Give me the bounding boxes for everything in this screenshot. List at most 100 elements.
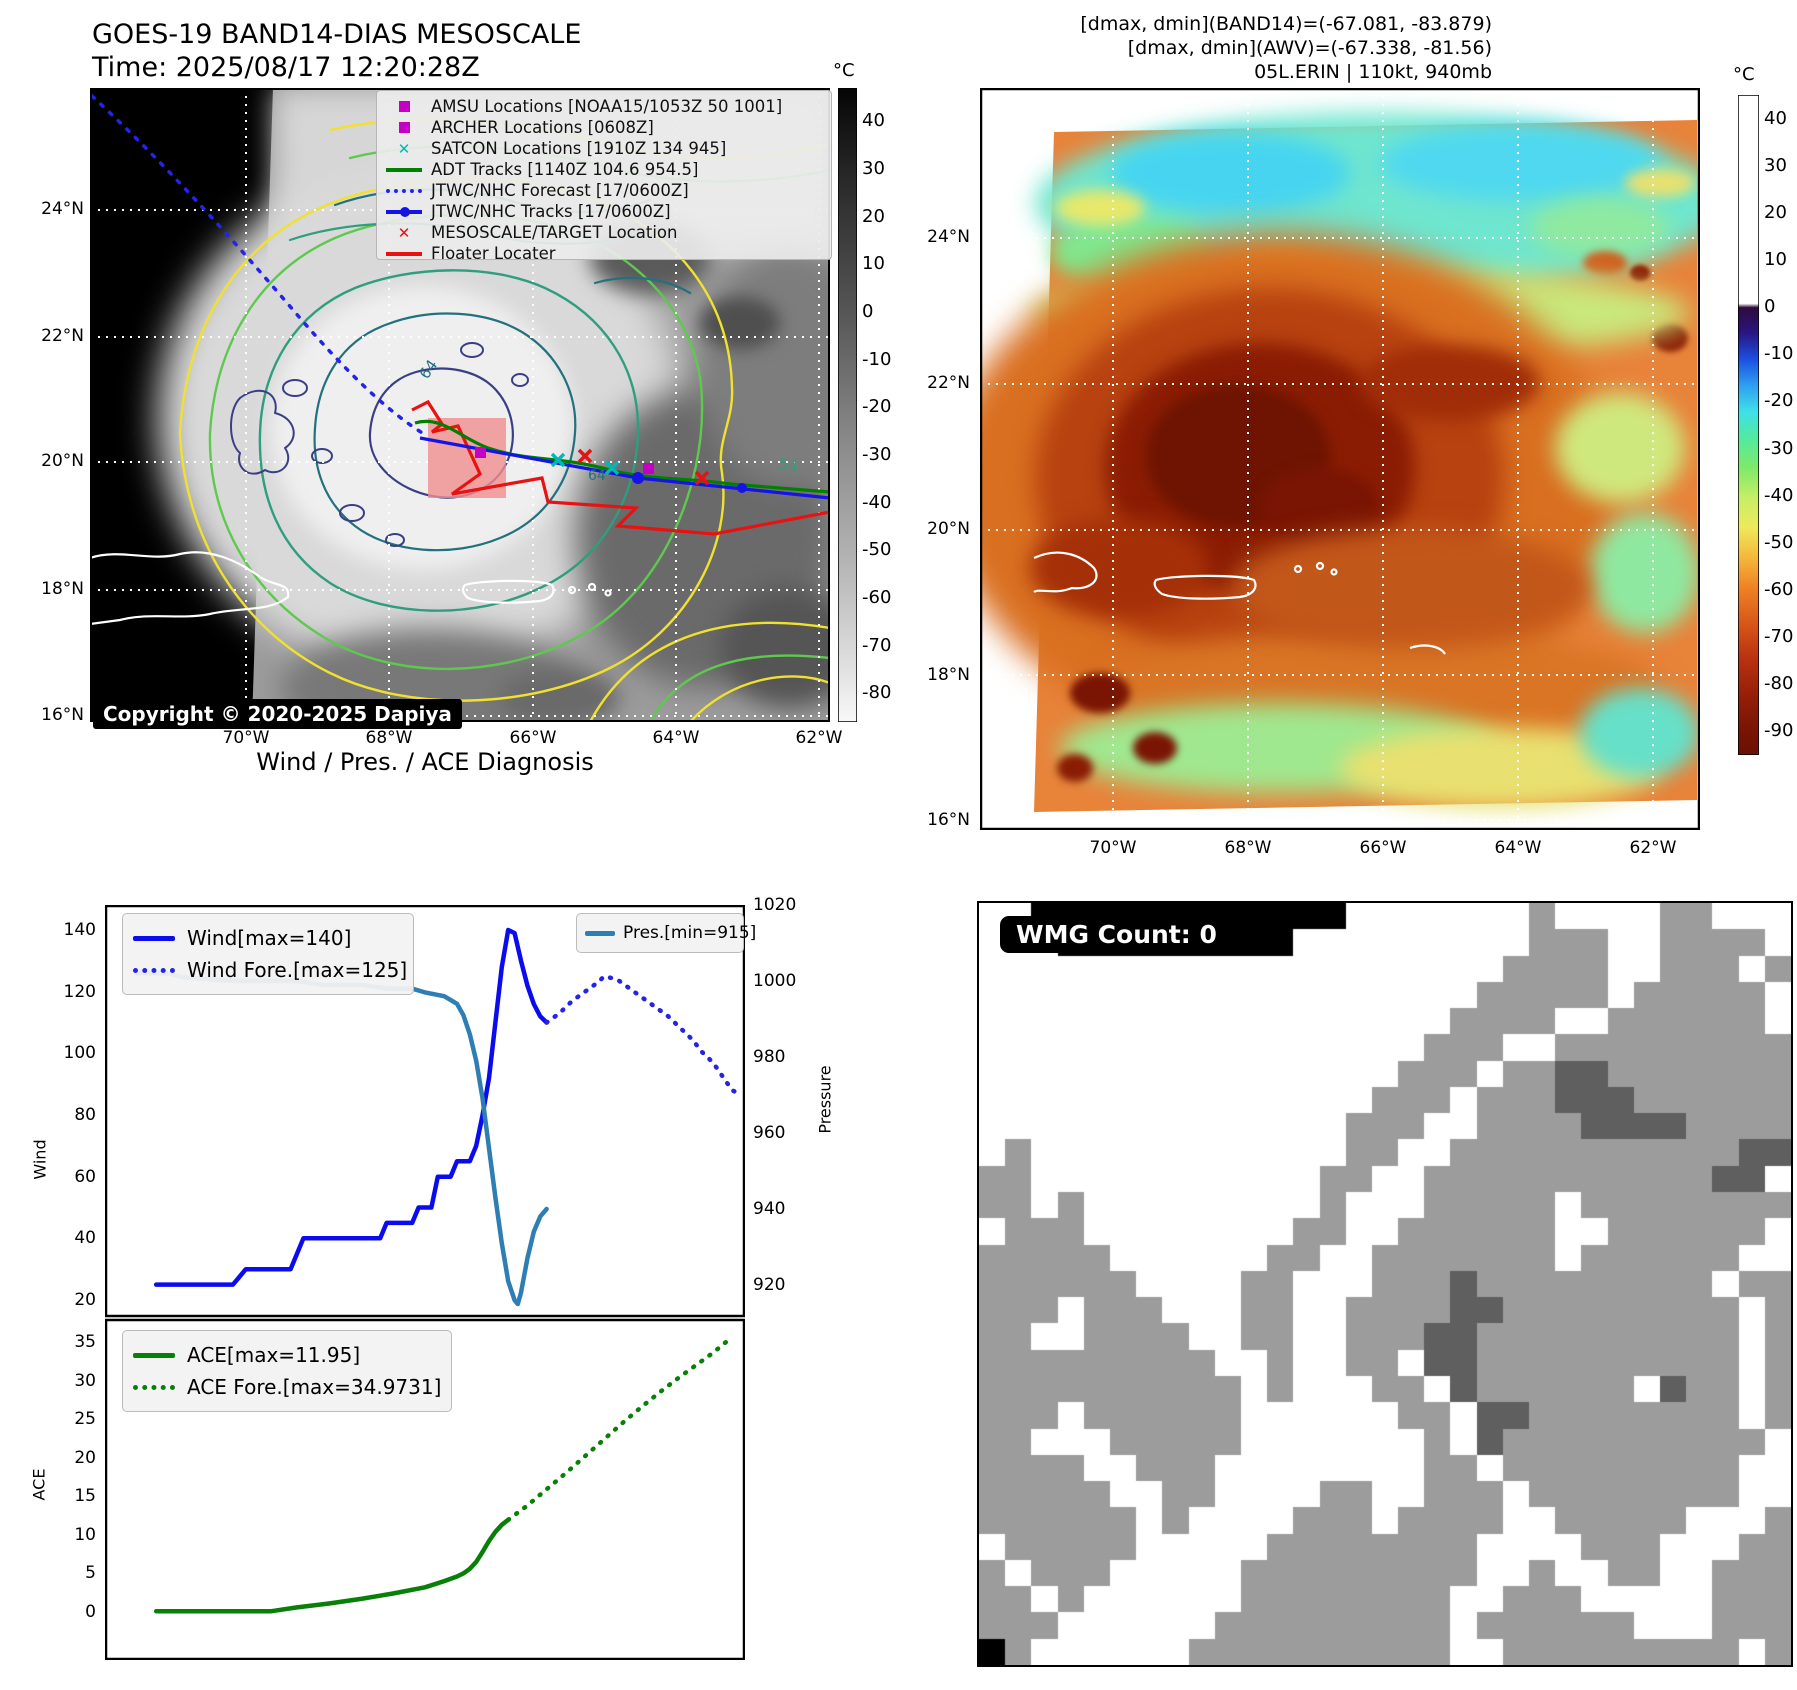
left-map-lon-tick: 62°W	[795, 728, 843, 748]
copyright-badge: Copyright © 2020-2025 Dapiya	[93, 699, 462, 729]
legend-item-label: ADT Tracks [1140Z 104.6 954.5]	[431, 160, 699, 179]
wind-tick: 80	[74, 1105, 96, 1125]
left-colorbar-tick: -30	[862, 444, 892, 466]
right-colorbar-tick: -30	[1764, 437, 1794, 459]
pressure-tick: 940	[753, 1199, 786, 1219]
left-colorbar-tick: 20	[862, 205, 885, 227]
wind-tick: 40	[74, 1228, 96, 1249]
legend-item: ADT Tracks [1140Z 104.6 954.5]	[377, 159, 831, 180]
right-colorbar-tick: -90	[1764, 720, 1794, 742]
left-map-lon-tick: 70°W	[222, 728, 270, 748]
amsu-marker	[475, 447, 486, 458]
right-colorbar-tick: 30	[1764, 154, 1787, 176]
right-colorbar-tick: -70	[1764, 626, 1794, 648]
ace-tick: 30	[74, 1370, 96, 1391]
left-map-lat-tick: 18°N	[41, 579, 84, 599]
left-colorbar-tick: -60	[862, 587, 892, 609]
right-map-lon-tick: 64°W	[1494, 838, 1542, 858]
ace-tick: 0	[85, 1602, 96, 1622]
right-colorbar-tick: 0	[1764, 296, 1776, 318]
legend-item-label: Floater Locater	[431, 244, 556, 263]
legend-item: AMSU Locations [NOAA15/1053Z 50 1001]	[377, 96, 831, 117]
ace-legend-line	[133, 1352, 175, 1358]
wind-pres-ace-chart	[105, 905, 745, 1660]
series-Wind Fore.[max=125]	[544, 974, 741, 1096]
goes-title-block: GOES-19 BAND14-DIAS MESOSCALE Time: 2025…	[92, 18, 792, 84]
left-colorbar-tick: 10	[862, 253, 885, 275]
pressure-tick: 1020	[753, 895, 797, 915]
ace-tick: 15	[74, 1486, 96, 1507]
square-icon	[377, 122, 431, 133]
x-icon: ✕	[397, 223, 411, 242]
ace-legend: ACE[max=11.95] ACE Fore.[max=34.9731]	[122, 1330, 452, 1412]
legend-item-label: AMSU Locations [NOAA15/1053Z 50 1001]	[431, 97, 783, 116]
right-map-lat-tick: 18°N	[927, 665, 970, 685]
left-map-lon-tick: 64°W	[652, 728, 700, 748]
dmax-band14: [dmax, dmin](BAND14)=(-67.081, -83.879)	[1080, 13, 1492, 35]
panel-tl-subtitle: Time: 2025/08/17 12:20:28Z	[92, 52, 480, 83]
map-legend: AMSU Locations [NOAA15/1053Z 50 1001] ARC…	[376, 90, 832, 263]
right-map-lat-tick: 24°N	[927, 227, 970, 247]
wind-fore-legend-line	[133, 967, 175, 973]
x-icon: ✕	[397, 139, 411, 158]
left-map-lat-tick: 24°N	[41, 199, 84, 219]
pressure-tick: 1000	[753, 971, 797, 991]
right-map-lat-tick: 22°N	[927, 373, 970, 393]
right-colorbar-tick: -10	[1764, 343, 1794, 365]
right-colorbar-tick: -20	[1764, 390, 1794, 412]
left-colorbar-tick: 0	[862, 301, 874, 323]
left-colorbar-tick: -40	[862, 491, 892, 513]
wind-tick: 140	[63, 920, 96, 940]
satcon-marker	[550, 452, 620, 476]
pres-legend-line	[585, 930, 615, 936]
colorbar-left	[838, 88, 857, 722]
left-colorbar-tick: -50	[862, 539, 892, 561]
ace-tick: 35	[74, 1332, 96, 1352]
wind-fore-legend-label: Wind Fore.[max=125]	[187, 958, 408, 982]
colorbar-right	[1738, 95, 1759, 755]
legend-item: ✕ MESOSCALE/TARGET Location	[377, 222, 831, 243]
wind-legend-label: Wind[max=140]	[187, 926, 352, 950]
ace-axis-label: ACE	[29, 1468, 49, 1501]
right-colorbar-tick: 40	[1764, 107, 1787, 129]
left-colorbar-tick: -70	[862, 634, 892, 656]
left-colorbar-tick: 40	[862, 110, 885, 132]
panel-tl-title: GOES-19 BAND14-DIAS MESOSCALE	[92, 19, 582, 50]
right-map-lon-tick: 66°W	[1359, 838, 1407, 858]
pressure-tick: 980	[753, 1047, 786, 1067]
series-ACE Fore.[max=34.9731]	[505, 1339, 729, 1523]
pressure-legend: Pres.[min=915]	[576, 913, 756, 953]
right-map-lat-tick: 20°N	[927, 519, 970, 539]
wind-tick: 120	[63, 981, 96, 1002]
pres-legend-label: Pres.[min=915]	[623, 923, 757, 943]
legend-item: ✕ SATCON Locations [1910Z 134 945]	[377, 138, 831, 159]
left-colorbar-tick: 30	[862, 158, 885, 180]
wind-axis-label: Wind	[30, 1139, 50, 1180]
contour-label: 64	[588, 468, 606, 484]
right-colorbar-tick: 10	[1764, 248, 1787, 270]
legend-item-label: JTWC/NHC Tracks [17/0600Z]	[431, 202, 671, 221]
wind-tick: 60	[74, 1166, 96, 1187]
archer-marker	[643, 463, 654, 474]
pressure-tick: 960	[753, 1123, 786, 1143]
left-map-lat-tick: 22°N	[41, 326, 84, 346]
legend-item: Floater Locater	[377, 243, 831, 264]
ace-legend-label: ACE[max=11.95]	[187, 1343, 361, 1367]
ace-tick: 20	[74, 1447, 96, 1468]
ace-fore-legend-line	[133, 1384, 175, 1390]
legend-item: JTWC/NHC Forecast [17/0600Z]	[377, 180, 831, 201]
colorbar-left-title: °C	[833, 60, 855, 81]
dmax-awv: [dmax, dmin](AWV)=(-67.338, -81.56)	[1127, 37, 1492, 59]
square-icon	[377, 101, 431, 112]
wind-tick: 100	[63, 1043, 96, 1064]
left-colorbar-tick: -20	[862, 396, 892, 418]
wind-tick: 20	[74, 1290, 96, 1310]
right-colorbar-tick: 20	[1764, 201, 1787, 223]
ace-fore-legend-label: ACE Fore.[max=34.9731]	[187, 1375, 442, 1399]
right-map-lon-tick: 70°W	[1089, 838, 1137, 858]
wmg-count-badge: WMG Count: 0	[1000, 916, 1233, 953]
left-map-lat-tick: 16°N	[41, 705, 84, 725]
ace-tick: 10	[74, 1524, 96, 1545]
wind-legend: Wind[max=140] Wind Fore.[max=125]	[122, 913, 414, 995]
